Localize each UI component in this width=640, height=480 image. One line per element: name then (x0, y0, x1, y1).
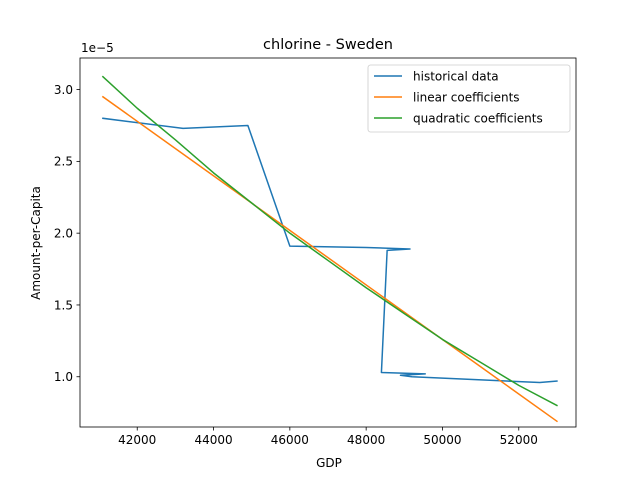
y-tick-label: 3.0 (54, 83, 73, 97)
series-line-2 (101, 95, 558, 423)
y-tick-label: 1.0 (54, 370, 73, 384)
x-tick-label: 42000 (118, 433, 156, 447)
x-tick-label: 52000 (500, 433, 538, 447)
legend-box (367, 64, 571, 133)
axes-frame (79, 57, 577, 428)
x-axis-label: GDP (316, 456, 342, 470)
y-offset-text: 1e−5 (81, 41, 114, 55)
y-tick-label: 2.0 (54, 226, 73, 240)
legend-label-3: quadratic coefficients (413, 111, 543, 125)
x-tick-label: 50000 (423, 433, 461, 447)
x-tick-label: 46000 (271, 433, 309, 447)
plot-area: 42000 44000 46000 48000 50000 52000 1.0 1.5 2.0 2… (54, 57, 577, 447)
legend-label-1: historical data (413, 69, 499, 83)
series-line-1 (102, 117, 558, 384)
y-tick-label: 2.5 (54, 155, 73, 169)
chart-title: chlorine - Sweden (263, 37, 393, 53)
series-line-3 (101, 75, 558, 407)
y-tick-label: 1.5 (54, 298, 73, 312)
y-axis-label: Amount-per-Capita (29, 186, 43, 300)
x-tick-label: 48000 (347, 433, 385, 447)
x-tick-label: 44000 (194, 433, 232, 447)
legend-label-2: linear coefficients (413, 90, 520, 104)
